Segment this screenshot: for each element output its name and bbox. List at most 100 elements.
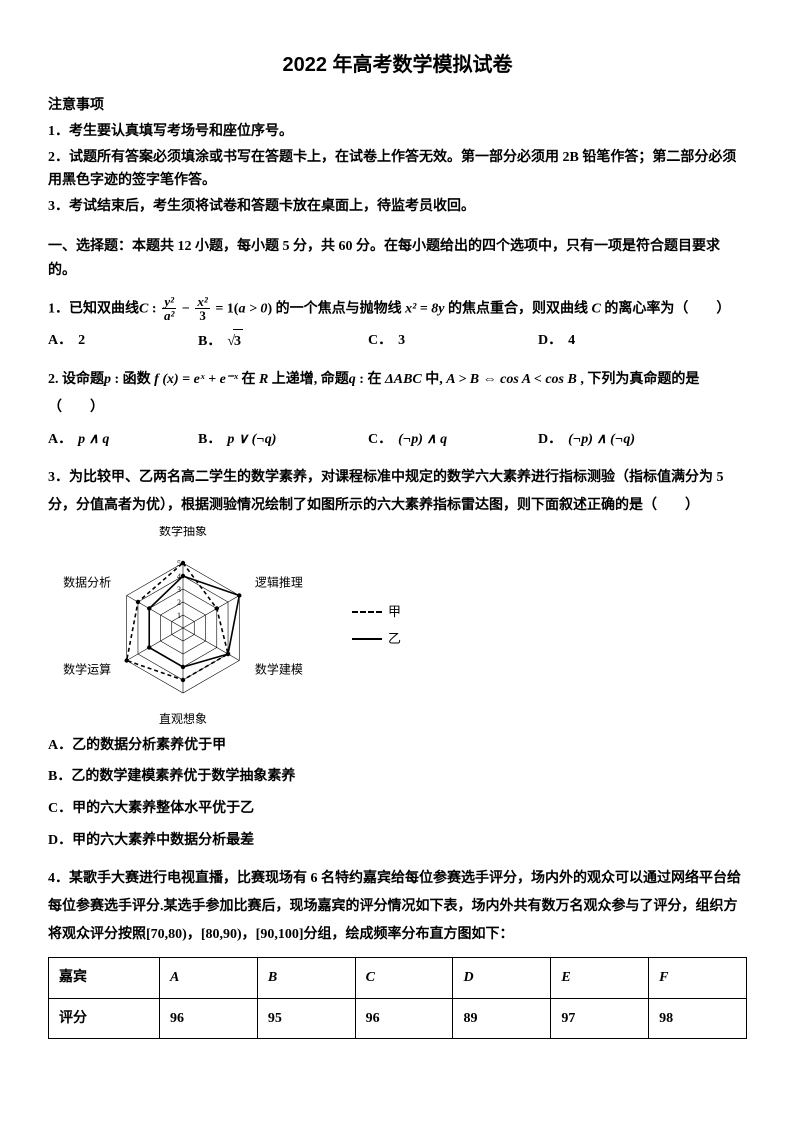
notice-line-1: 1．考生要认真填写考场号和座位序号。 bbox=[48, 120, 747, 144]
td-F: 98 bbox=[649, 998, 747, 1039]
legend-yi: 乙 bbox=[388, 628, 401, 650]
q2-optA-label: A． bbox=[48, 432, 72, 447]
svg-text:数学建模: 数学建模 bbox=[255, 661, 303, 676]
q2-q: q bbox=[349, 372, 356, 387]
svg-text:数据分析: 数据分析 bbox=[63, 574, 111, 589]
q1-optB-sqrt: √3 bbox=[227, 329, 243, 354]
q4-text-b: 分组，绘成频率分布直方图如下： bbox=[303, 927, 513, 942]
q1-parab: x² = 8y bbox=[405, 301, 444, 316]
q2-iff: ⇔ bbox=[479, 372, 500, 387]
question-1: 1．已知双曲线 C : y²a² − x²3 = 1(a > 0) 的一个焦点与抛… bbox=[48, 295, 747, 323]
q4-i3: [90,100] bbox=[256, 927, 304, 942]
q1-optC: 3 bbox=[398, 333, 405, 348]
q2-d: 上递增, 命题 bbox=[268, 372, 349, 387]
q2-optD-label: D． bbox=[538, 432, 562, 447]
td-D: 89 bbox=[453, 998, 551, 1039]
q2-optD: (¬p) ∧ (¬q) bbox=[568, 432, 635, 447]
q2-optC: (¬p) ∧ q bbox=[398, 432, 447, 447]
q3-options: A．乙的数据分析素养优于甲 B．乙的数学建模素养优于数学抽象素养 C．甲的六大素… bbox=[48, 734, 747, 853]
q1-C2: C bbox=[592, 301, 601, 316]
q1-optA: 2 bbox=[78, 333, 85, 348]
q1-mid: ) 的一个焦点与抛物线 bbox=[267, 301, 405, 316]
legend-jia: 甲 bbox=[388, 601, 401, 623]
th-D: D bbox=[453, 957, 551, 998]
q2-e: : 在 bbox=[356, 372, 385, 387]
q4-c2: ， bbox=[242, 927, 256, 942]
th-B: B bbox=[257, 957, 355, 998]
q2-optB-label: B． bbox=[198, 432, 221, 447]
q4-i2: [80,90) bbox=[201, 927, 242, 942]
th-C: C bbox=[355, 957, 453, 998]
q1-frac2: x²3 bbox=[195, 295, 209, 323]
table-row: 嘉宾 A B C D E F bbox=[49, 957, 747, 998]
svg-text:5: 5 bbox=[177, 559, 181, 568]
q1-frac2-den: 3 bbox=[195, 309, 209, 323]
q2-tri: ΔABC bbox=[385, 372, 422, 387]
q1-optC-label: C． bbox=[368, 333, 392, 348]
q3-optA: A．乙的数据分析素养优于甲 bbox=[48, 734, 747, 758]
q4-i1: [70,80) bbox=[146, 927, 187, 942]
td-B: 95 bbox=[257, 998, 355, 1039]
q2-p: p bbox=[104, 372, 111, 387]
th-F: F bbox=[649, 957, 747, 998]
question-3: 3．为比较甲、乙两名高二学生的数学素养，对课程标准中规定的数学六大素养进行指标测… bbox=[48, 464, 747, 520]
q2-R: R bbox=[259, 372, 268, 387]
q1-frac2-num: x² bbox=[195, 295, 209, 310]
q2-a: 2. 设命题 bbox=[48, 372, 104, 387]
svg-text:数学抽象: 数学抽象 bbox=[159, 526, 207, 538]
question-4: 4．某歌手大赛进行电视直播，比赛现场有 6 名特约嘉宾给每位参赛选手评分，场内外… bbox=[48, 865, 747, 949]
q3-optB: B．乙的数学建模素养优于数学抽象素养 bbox=[48, 765, 747, 789]
q2-optA: p ∧ q bbox=[78, 432, 109, 447]
q2-optC-label: C． bbox=[368, 432, 392, 447]
radar-legend: 甲 乙 bbox=[352, 597, 401, 653]
q2-b: : 函数 bbox=[111, 372, 154, 387]
svg-text:数学运算: 数学运算 bbox=[63, 661, 111, 676]
th-score: 评分 bbox=[49, 998, 160, 1039]
q2-cos: cos A < cos B bbox=[500, 372, 577, 387]
q2-f: 中, bbox=[422, 372, 447, 387]
notice-block: 注意事项 1．考生要认真填写考场号和座位序号。 2．试题所有答案必须填涂或书写在… bbox=[48, 94, 747, 219]
q1-optA-label: A． bbox=[48, 333, 72, 348]
radar-chart: 12345数学抽象逻辑推理数学建模直观想象数学运算数据分析 bbox=[58, 526, 308, 726]
svg-text:1: 1 bbox=[177, 611, 181, 620]
q1-optB-radicand: 3 bbox=[233, 329, 243, 354]
table-row: 评分 96 95 96 89 97 98 bbox=[49, 998, 747, 1039]
q1-frac1: y²a² bbox=[162, 295, 176, 323]
notice-heading: 注意事项 bbox=[48, 94, 747, 118]
td-A: 96 bbox=[160, 998, 258, 1039]
q1-after-parab: 的焦点重合，则双曲线 bbox=[445, 301, 592, 316]
score-table: 嘉宾 A B C D E F 评分 96 95 96 89 97 98 bbox=[48, 957, 747, 1040]
q1-frac1-den: a² bbox=[162, 309, 176, 323]
q2-fx: f (x) = eˣ + e⁻ˣ bbox=[154, 372, 238, 387]
q1-minus: − bbox=[178, 301, 193, 316]
radar-chart-block: 12345数学抽象逻辑推理数学建模直观想象数学运算数据分析 甲 乙 bbox=[58, 526, 747, 726]
q1-optB-label: B． bbox=[198, 334, 221, 349]
q1-options: A． 2 B． √3 C． 3 D． 4 bbox=[48, 329, 747, 354]
q1-cond: a > 0 bbox=[238, 301, 267, 316]
q2-options: A． p ∧ q B． p ∨ (¬q) C． (¬p) ∧ q D． (¬p) ∧ (… bbox=[48, 428, 747, 452]
q2-c: 在 bbox=[238, 372, 259, 387]
svg-text:直观想象: 直观想象 bbox=[159, 711, 207, 726]
q1-frac1-num: y² bbox=[162, 295, 176, 310]
notice-line-2: 2．试题所有答案必须填涂或书写在答题卡上，在试卷上作答无效。第一部分必须用 2B… bbox=[48, 146, 747, 194]
q3-optD: D．甲的六大素养中数据分析最差 bbox=[48, 829, 747, 853]
svg-text:逻辑推理: 逻辑推理 bbox=[255, 575, 303, 589]
notice-line-3: 3．考试结束后，考生须将试卷和答题卡放在桌面上，待监考员收回。 bbox=[48, 195, 747, 219]
section-1-heading: 一、选择题：本题共 12 小题，每小题 5 分，共 60 分。在每小题给出的四个… bbox=[48, 235, 747, 283]
q1-colon: : bbox=[148, 301, 160, 316]
q2-optB: p ∨ (¬q) bbox=[227, 432, 276, 447]
legend-solid-icon bbox=[352, 638, 382, 640]
td-C: 96 bbox=[355, 998, 453, 1039]
q4-c1: ， bbox=[187, 927, 201, 942]
th-A: A bbox=[160, 957, 258, 998]
question-2: 2. 设命题p : 函数 f (x) = eˣ + e⁻ˣ 在 R 上递增, 命… bbox=[48, 366, 747, 422]
q1-eq: = 1( bbox=[212, 301, 239, 316]
q1-optD-label: D． bbox=[538, 333, 562, 348]
q1-optD: 4 bbox=[568, 333, 575, 348]
td-E: 97 bbox=[551, 998, 649, 1039]
q1-tail: 的离心率为（ ） bbox=[601, 301, 731, 316]
q2-ab: A > B bbox=[446, 372, 479, 387]
q1-prefix: 1．已知双曲线 bbox=[48, 301, 139, 316]
legend-dash-icon bbox=[352, 611, 382, 613]
q3-optC: C．甲的六大素养整体水平优于乙 bbox=[48, 797, 747, 821]
